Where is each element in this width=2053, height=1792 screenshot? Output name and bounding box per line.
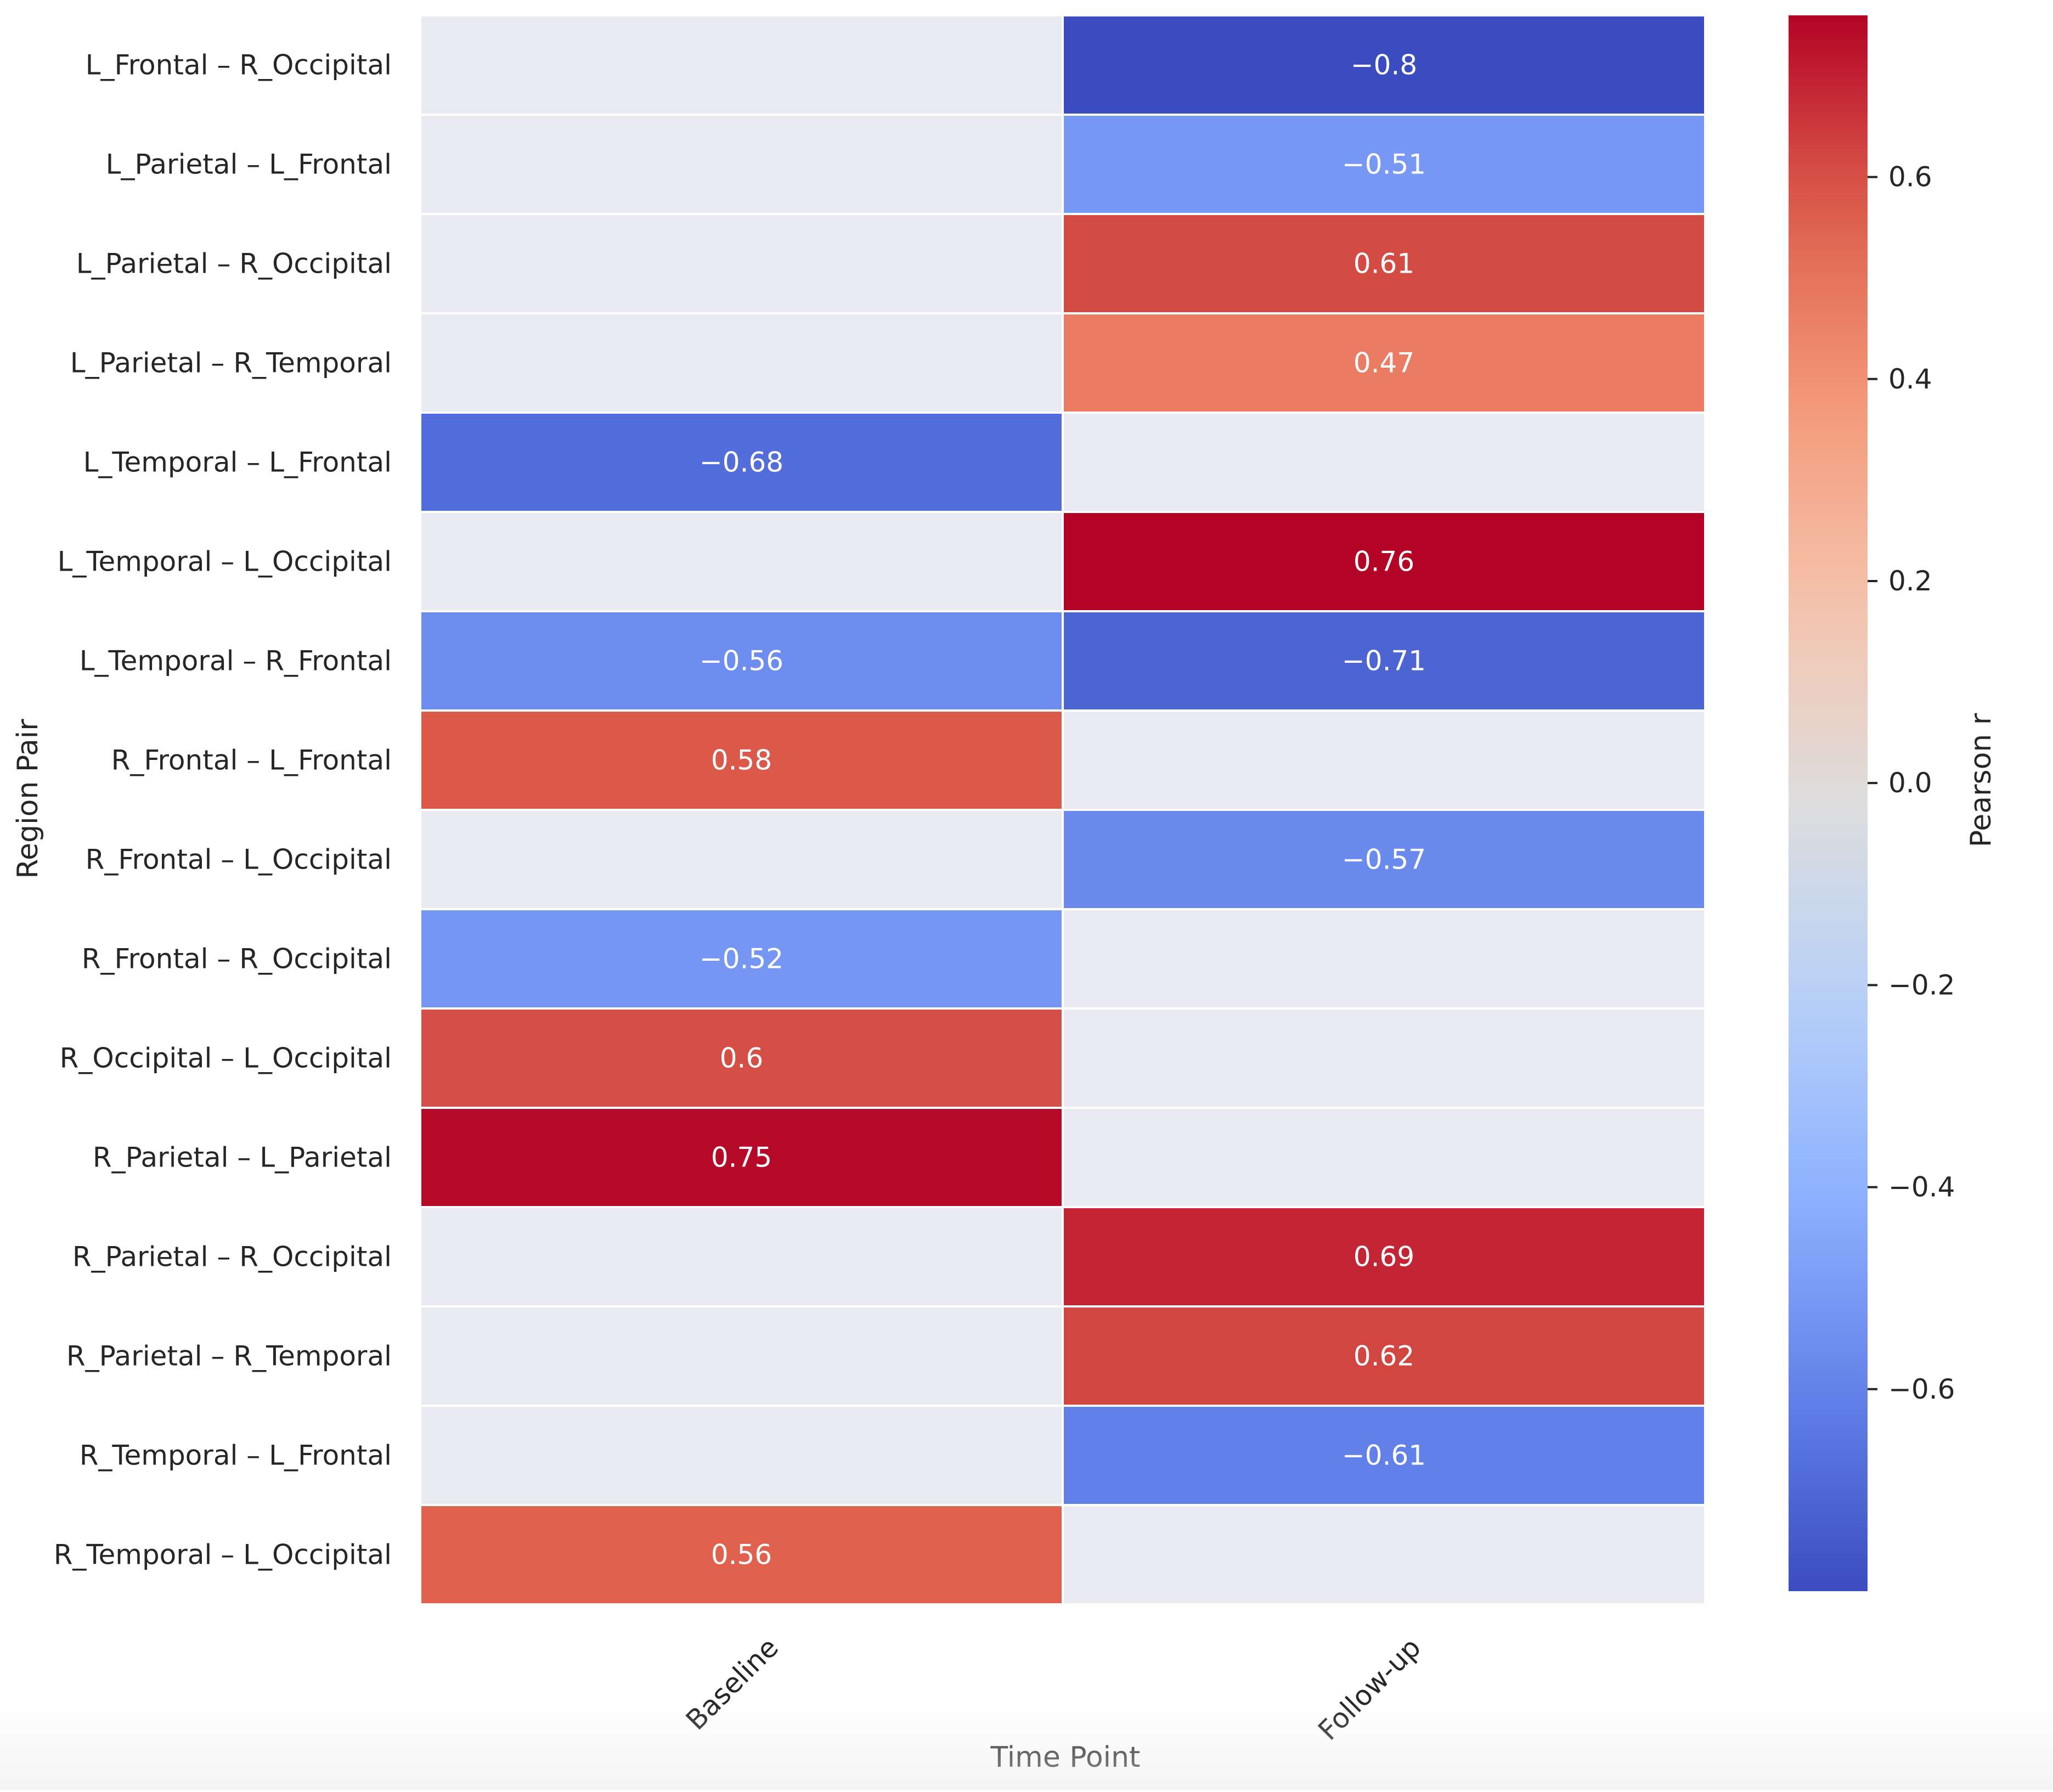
x-tick-label: Follow-up: [1312, 1631, 1427, 1746]
heatmap-cell: [419, 1405, 1064, 1506]
heatmap-cell: [1062, 1305, 1706, 1407]
cell-annotation: −0.56: [700, 645, 783, 677]
heatmap-cell: [419, 412, 1064, 513]
colorbar-tick-label: −0.2: [1888, 969, 1955, 1001]
y-tick-label: L_Parietal – R_Temporal: [70, 347, 392, 379]
y-tick-label: R_Frontal – L_Occipital: [86, 844, 392, 876]
heatmap-cell: [1062, 908, 1706, 1010]
heatmap-cell: [1062, 114, 1706, 215]
y-tick-label: L_Parietal – R_Occipital: [76, 248, 392, 280]
heatmap-cell: [1062, 1007, 1706, 1109]
heatmap-cell: [419, 809, 1064, 910]
heatmap-cell: [1062, 1504, 1706, 1605]
x-axis-label: Time Point: [990, 1741, 1141, 1774]
heatmap-cell: [1062, 412, 1706, 513]
heatmap-cell: [419, 312, 1064, 414]
cell-annotation: −0.52: [700, 943, 783, 975]
heatmap-cell: [1062, 1206, 1706, 1308]
colorbar-tick-label: 0.2: [1888, 565, 1932, 597]
cell-annotation: 0.58: [711, 745, 772, 776]
heatmap-cell: [419, 511, 1064, 612]
heatmap-cell: [419, 114, 1064, 215]
heatmap-cell: [1062, 312, 1706, 414]
heatmap-cell: [1062, 1107, 1706, 1208]
y-tick-label: R_Parietal – R_Temporal: [66, 1340, 392, 1372]
colorbar-label: Pearson r: [1965, 713, 1998, 847]
y-tick-label: R_Occipital – L_Occipital: [60, 1042, 392, 1074]
y-tick-label: L_Frontal – R_Occipital: [86, 49, 392, 81]
heatmap-cell: [419, 1206, 1064, 1308]
heatmap-cell: [1062, 14, 1706, 116]
colorbar-tick-label: 0.4: [1888, 363, 1932, 395]
cell-annotation: −0.71: [1342, 645, 1426, 677]
cell-annotation: −0.68: [700, 447, 783, 478]
heatmap-cell: [1062, 709, 1706, 811]
y-tick-label: L_Temporal – L_Frontal: [83, 447, 392, 478]
y-tick-label: R_Frontal – R_Occipital: [82, 943, 392, 975]
heatmap-cell: [419, 213, 1064, 314]
cell-annotation: 0.69: [1353, 1241, 1414, 1273]
cell-annotation: −0.57: [1342, 844, 1426, 876]
cell-annotation: 0.56: [711, 1539, 772, 1571]
heatmap-cell: [419, 1504, 1064, 1605]
cell-annotation: −0.51: [1342, 149, 1426, 181]
cell-annotation: 0.62: [1353, 1340, 1414, 1372]
heatmap-cell: [419, 1305, 1064, 1407]
heatmap-cells: [419, 14, 1706, 1605]
heatmap-cell: [1062, 610, 1706, 712]
y-axis-label: Region Pair: [12, 719, 44, 879]
x-tick-labels: Baseline Follow-up: [680, 1631, 1427, 1746]
heatmap-cell: [419, 1007, 1064, 1109]
y-tick-label: L_Temporal – R_Frontal: [80, 645, 392, 677]
cell-annotation: 0.47: [1353, 347, 1414, 379]
y-tick-label: R_Frontal – L_Frontal: [111, 745, 392, 776]
y-tick-label: L_Temporal – L_Occipital: [58, 546, 392, 578]
colorbar-tick-label: −0.6: [1888, 1373, 1955, 1405]
y-tick-label: R_Parietal – L_Parietal: [93, 1142, 392, 1174]
colorbar-tick-label: 0.0: [1888, 767, 1932, 799]
cell-annotation: −0.61: [1342, 1440, 1426, 1472]
colorbar-tick-label: −0.4: [1888, 1171, 1955, 1203]
y-tick-label: R_Temporal – L_Occipital: [54, 1539, 392, 1571]
cell-annotation: 0.61: [1353, 248, 1414, 280]
heatmap-cell: [1062, 213, 1706, 314]
x-tick-label: Baseline: [680, 1631, 785, 1736]
heatmap-cell: [419, 1107, 1064, 1208]
heatmap-cell: [419, 14, 1064, 116]
y-tick-labels: L_Frontal – R_Occipital L_Parietal – L_Fr…: [54, 49, 392, 1571]
cell-annotation: 0.6: [720, 1042, 764, 1074]
heatmap-cell: [1062, 809, 1706, 910]
y-tick-label: R_Temporal – L_Frontal: [80, 1440, 392, 1472]
cell-annotation: 0.75: [711, 1142, 772, 1174]
y-tick-label: R_Parietal – R_Occipital: [72, 1241, 392, 1273]
heatmap-cell: [1062, 1405, 1706, 1506]
colorbar-gradient: [1789, 15, 1868, 1591]
y-tick-label: L_Parietal – L_Frontal: [106, 149, 392, 181]
colorbar-tick-label: 0.6: [1888, 161, 1932, 193]
cell-annotation: 0.76: [1353, 546, 1414, 578]
cell-annotation: −0.8: [1351, 49, 1417, 81]
heatmap-annotations: −0.8 −0.51 0.61 0.47 −0.68 0.76 −0.56 −0.71 0.58…: [700, 49, 1426, 1571]
heatmap-cell: [1062, 511, 1706, 612]
colorbar: 0.6 0.4 0.2 0.0 −0.2 −0.4 −0.6: [1789, 15, 1955, 1591]
